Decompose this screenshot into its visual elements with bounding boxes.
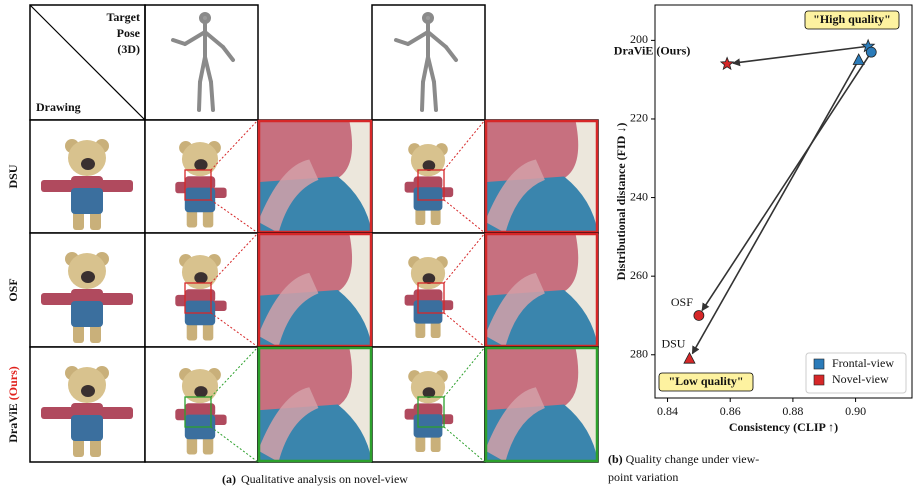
overalls bbox=[71, 415, 103, 441]
plot-frame bbox=[655, 5, 912, 398]
arrow bbox=[702, 52, 871, 310]
shirt bbox=[71, 403, 103, 417]
y-axis-label: Distributional distance (FID ↓) bbox=[614, 123, 628, 281]
bone bbox=[199, 82, 200, 110]
head bbox=[411, 144, 445, 176]
snout bbox=[194, 159, 207, 170]
bone bbox=[211, 82, 213, 110]
y-tick-label: 220 bbox=[630, 111, 648, 125]
y-tick-label: 260 bbox=[630, 268, 648, 282]
caption-label: (b) bbox=[608, 452, 623, 466]
point bbox=[684, 353, 695, 364]
head bbox=[182, 255, 218, 289]
caption: (a) Qualitative analysis on novel-view bbox=[222, 472, 408, 486]
caption-text: Qualitative analysis on novel-view bbox=[241, 472, 408, 486]
bone bbox=[422, 82, 423, 110]
bone bbox=[173, 40, 185, 44]
x-tick-label: 0.88 bbox=[782, 404, 803, 418]
row-label: OSF bbox=[6, 278, 20, 301]
head bbox=[182, 142, 218, 176]
legend-label: Novel-view bbox=[832, 372, 889, 386]
point-label: OSF bbox=[671, 295, 693, 309]
bone bbox=[205, 32, 223, 47]
panel-a: Target Pose (3D) Drawing DSU OSF DraViE (Ours)… bbox=[6, 5, 598, 486]
point-label: DraViE (Ours) bbox=[614, 44, 691, 58]
bone bbox=[446, 47, 456, 60]
caption-text: Quality change under view- bbox=[623, 452, 760, 466]
snout bbox=[194, 272, 207, 283]
arrow bbox=[733, 46, 868, 63]
caption-label: (a) bbox=[222, 472, 236, 486]
x-tick-label: 0.90 bbox=[845, 404, 866, 418]
y-tick-label: 280 bbox=[630, 347, 648, 361]
caption: point variation bbox=[608, 470, 678, 484]
shirt bbox=[71, 289, 103, 303]
snout bbox=[81, 271, 95, 283]
header-text: Drawing bbox=[36, 100, 81, 114]
snout bbox=[81, 158, 95, 170]
point bbox=[721, 57, 733, 69]
head bbox=[411, 257, 445, 289]
bone bbox=[408, 32, 428, 44]
legend-swatch bbox=[814, 375, 824, 385]
panel-b: 2002202402602800.840.860.880.90Consisten… bbox=[608, 5, 912, 484]
row-highlight: (Ours) bbox=[6, 366, 20, 400]
bone bbox=[396, 40, 408, 44]
x-tick-label: 0.84 bbox=[657, 404, 678, 418]
pose-skeleton bbox=[173, 14, 233, 110]
point bbox=[866, 47, 876, 57]
head bbox=[182, 369, 218, 403]
bone bbox=[428, 32, 446, 47]
legend-swatch bbox=[814, 359, 824, 369]
joint bbox=[424, 14, 432, 22]
head bbox=[68, 140, 106, 176]
y-tick-label: 240 bbox=[630, 189, 648, 203]
snout bbox=[194, 386, 207, 397]
point bbox=[694, 310, 704, 320]
annotation: "High quality" bbox=[813, 12, 891, 26]
overalls bbox=[71, 301, 103, 327]
bone bbox=[428, 57, 434, 82]
row-label: DSU bbox=[6, 164, 20, 188]
pose-skeleton bbox=[396, 14, 456, 110]
point-label: DSU bbox=[661, 336, 685, 350]
row-label: DraViE (Ours) bbox=[6, 366, 20, 443]
bone bbox=[205, 57, 211, 82]
annotation: "Low quality" bbox=[668, 374, 743, 388]
row-name: OSF bbox=[6, 278, 20, 301]
snout bbox=[81, 385, 95, 397]
header-text: Target bbox=[106, 10, 140, 24]
head bbox=[68, 253, 106, 289]
shirt bbox=[71, 176, 103, 190]
head bbox=[68, 367, 106, 403]
row-name: DSU bbox=[6, 164, 20, 188]
arrow bbox=[692, 60, 858, 353]
bone bbox=[185, 32, 205, 44]
x-tick-label: 0.86 bbox=[720, 404, 741, 418]
figure: Target Pose (3D) Drawing DSU OSF DraViE (Ours)… bbox=[0, 0, 915, 494]
legend-label: Frontal-view bbox=[832, 356, 894, 370]
header-text: (3D) bbox=[117, 42, 140, 56]
header-text: Pose bbox=[117, 26, 141, 40]
overalls bbox=[71, 188, 103, 214]
bone bbox=[434, 82, 436, 110]
point bbox=[853, 54, 864, 64]
bone bbox=[223, 47, 233, 60]
joint bbox=[201, 14, 209, 22]
row-name: DraViE bbox=[6, 403, 20, 443]
x-axis-label: Consistency (CLIP ↑) bbox=[729, 420, 838, 434]
head bbox=[411, 371, 445, 403]
caption: (b) Quality change under view- bbox=[608, 452, 759, 466]
legend: Frontal-view Novel-view bbox=[806, 353, 906, 393]
